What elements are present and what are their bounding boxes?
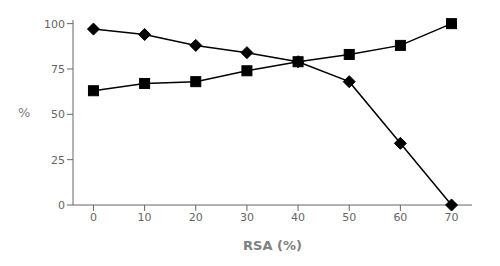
svg-text:RSA (%): RSA (%)	[243, 238, 302, 253]
svg-text:100: 100	[44, 18, 65, 31]
svg-text:0: 0	[90, 211, 97, 224]
svg-text:50: 50	[342, 211, 356, 224]
svg-text:25: 25	[51, 154, 65, 167]
svg-text:60: 60	[393, 211, 407, 224]
svg-text:40: 40	[291, 211, 305, 224]
svg-text:70: 70	[445, 211, 459, 224]
svg-text:%: %	[18, 105, 30, 120]
svg-text:30: 30	[240, 211, 254, 224]
svg-text:50: 50	[51, 108, 65, 121]
svg-text:0: 0	[58, 199, 65, 212]
svg-text:20: 20	[189, 211, 203, 224]
svg-text:10: 10	[138, 211, 152, 224]
svg-text:75: 75	[51, 63, 65, 76]
